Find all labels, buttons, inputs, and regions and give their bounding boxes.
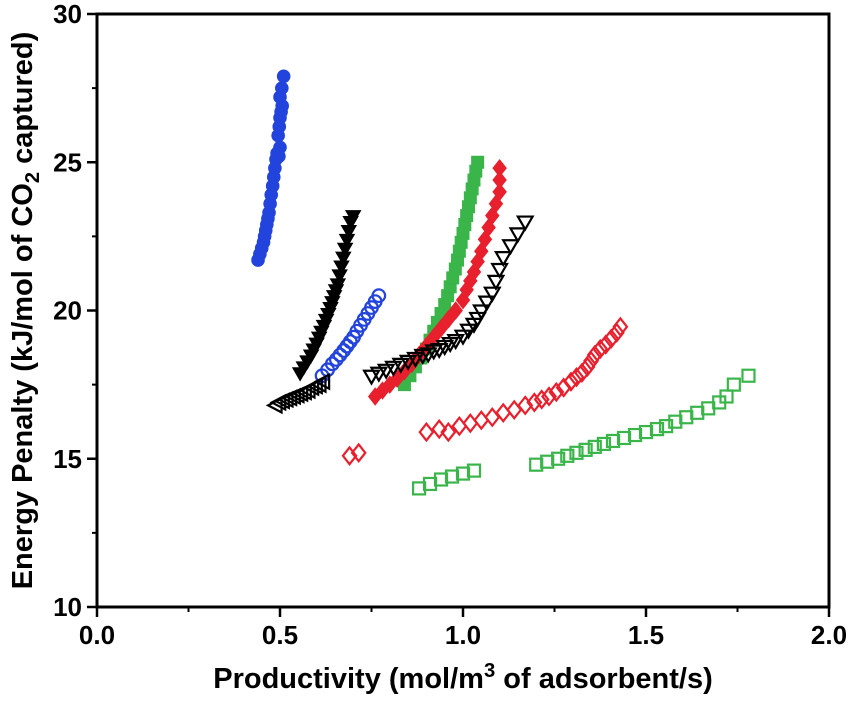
data-point bbox=[579, 356, 596, 378]
data-point bbox=[486, 274, 506, 291]
data-point bbox=[448, 301, 463, 320]
data-point bbox=[474, 241, 489, 261]
data-point bbox=[276, 69, 291, 84]
data-point bbox=[726, 377, 741, 392]
data-point bbox=[548, 381, 565, 403]
data-point bbox=[433, 319, 449, 338]
data-point bbox=[492, 170, 507, 190]
data-point bbox=[441, 310, 456, 329]
y-axis: 10 15 20 25 30 bbox=[53, 0, 97, 622]
data-point bbox=[376, 363, 396, 380]
data-point bbox=[275, 81, 289, 95]
data-point bbox=[418, 421, 435, 443]
y-axis-tick-label: 15 bbox=[53, 444, 82, 474]
series-black-open-left-triangles bbox=[265, 372, 331, 415]
data-point bbox=[501, 239, 520, 256]
data-point bbox=[446, 334, 465, 351]
series-red-open-diamonds bbox=[341, 316, 629, 466]
data-point bbox=[324, 356, 340, 372]
data-point bbox=[482, 286, 502, 303]
y-axis-tick-label: 20 bbox=[53, 296, 82, 326]
x-axis-title: Productivity (mol/m3 of adsorbent/s) bbox=[213, 660, 713, 695]
data-point bbox=[492, 182, 507, 202]
data-point bbox=[471, 155, 485, 169]
data-point bbox=[592, 338, 609, 360]
data-point bbox=[526, 392, 543, 413]
data-point bbox=[459, 323, 478, 340]
data-point bbox=[596, 436, 612, 452]
data-point bbox=[328, 352, 344, 367]
data-point bbox=[562, 371, 579, 392]
data-point bbox=[603, 328, 620, 349]
x-axis-tick-label: 1.0 bbox=[445, 620, 481, 650]
x-axis: 0.0 0.5 1.0 1.5 2.0 bbox=[79, 607, 847, 650]
data-point bbox=[344, 210, 362, 225]
data-point bbox=[587, 439, 602, 454]
data-point bbox=[551, 451, 566, 466]
y-axis-tick-label: 25 bbox=[53, 147, 82, 177]
data-point bbox=[332, 347, 348, 363]
data-point bbox=[406, 351, 425, 368]
data-point bbox=[391, 357, 411, 374]
y-axis-title: Energy Penalty (kJ/mol of CO2 captured) bbox=[7, 32, 44, 590]
data-point bbox=[462, 412, 479, 434]
data-point bbox=[719, 389, 734, 404]
data-point bbox=[371, 288, 387, 304]
plot-frame bbox=[95, 12, 831, 609]
data-point bbox=[481, 218, 496, 237]
data-point bbox=[493, 251, 513, 268]
series-black-filled-down-triangles bbox=[291, 210, 362, 382]
data-point bbox=[573, 362, 590, 383]
data-point bbox=[608, 322, 625, 343]
data-point bbox=[477, 295, 497, 312]
x-axis-tick-label: 2.0 bbox=[811, 620, 847, 650]
data-point bbox=[490, 262, 509, 279]
data-point bbox=[560, 448, 575, 463]
data-point bbox=[384, 360, 403, 377]
data-point bbox=[612, 316, 629, 337]
data-point bbox=[362, 369, 381, 386]
data-point bbox=[659, 419, 674, 434]
data-point bbox=[471, 304, 491, 321]
series-blue-filled-circles bbox=[251, 69, 291, 267]
data-point bbox=[431, 418, 448, 440]
data-point bbox=[515, 215, 535, 232]
x-axis-tick-label: 0.5 bbox=[262, 620, 298, 650]
data-point bbox=[583, 350, 600, 372]
data-point bbox=[533, 389, 550, 410]
data-point bbox=[541, 386, 558, 407]
data-point bbox=[741, 368, 756, 383]
data-point bbox=[313, 372, 331, 391]
data-point bbox=[398, 354, 418, 371]
data-point bbox=[649, 422, 665, 437]
data-point bbox=[477, 230, 493, 249]
x-axis-tick-label: 1.5 bbox=[628, 620, 664, 650]
series-black-open-down-triangles bbox=[362, 215, 535, 386]
data-point bbox=[350, 442, 367, 464]
data-point bbox=[578, 442, 593, 457]
data-point bbox=[517, 395, 534, 416]
data-point bbox=[492, 158, 507, 178]
y-axis-tick-label: 10 bbox=[53, 592, 82, 622]
data-point bbox=[453, 329, 473, 346]
data-point bbox=[568, 367, 585, 388]
series-green-open-squares bbox=[411, 368, 756, 496]
data-point bbox=[466, 463, 482, 478]
data-point bbox=[569, 445, 584, 460]
y-axis-tick-label: 30 bbox=[53, 0, 82, 29]
data-point bbox=[440, 421, 457, 443]
data-point bbox=[273, 140, 287, 155]
x-axis-tick-label: 0.0 bbox=[79, 620, 115, 650]
data-point bbox=[473, 410, 490, 431]
data-point bbox=[597, 334, 614, 355]
data-point bbox=[508, 227, 528, 244]
data-point bbox=[369, 366, 389, 383]
data-point bbox=[341, 445, 358, 466]
data-point bbox=[586, 344, 603, 366]
